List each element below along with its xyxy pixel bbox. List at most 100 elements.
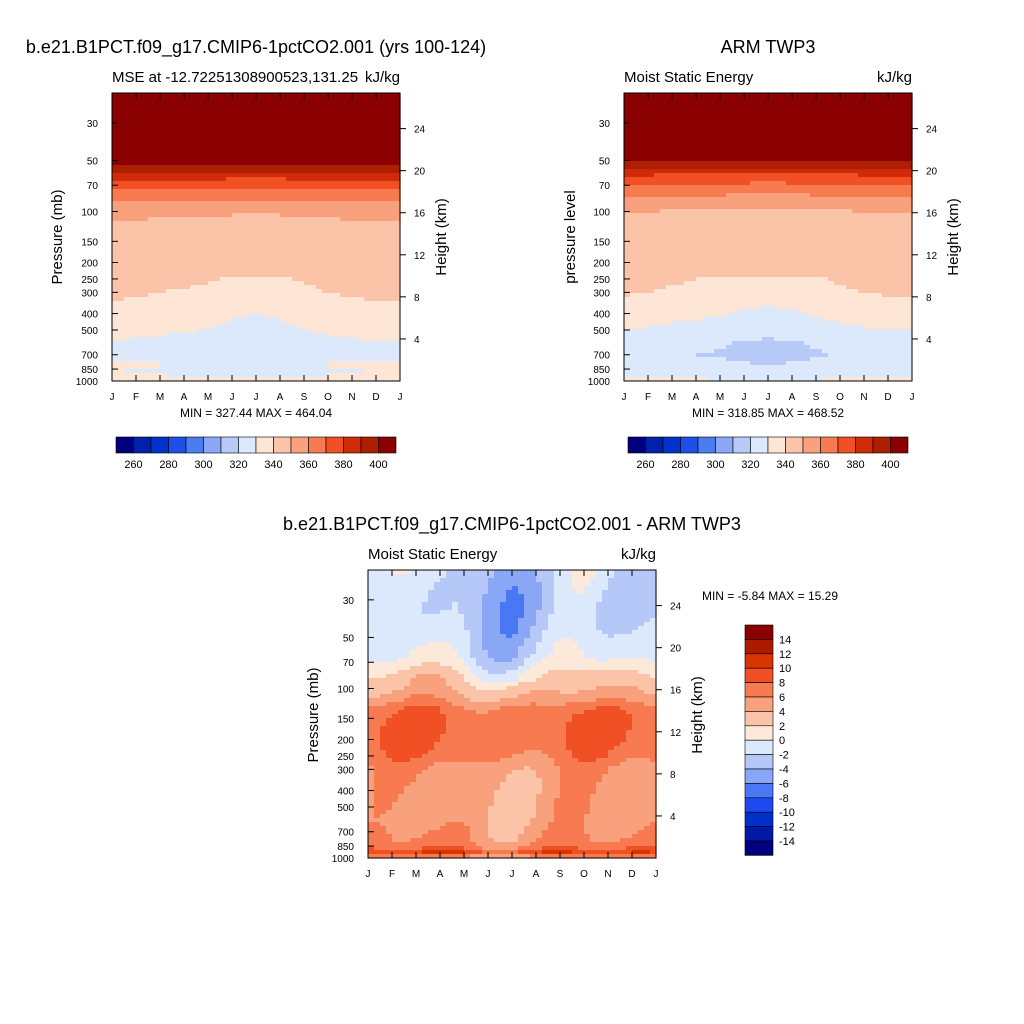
contour-cell [190,217,197,222]
contour-cell [744,109,751,114]
contour-cell [208,373,215,378]
contour-cell [184,133,191,138]
contour-cell [280,217,287,222]
contour-cell [738,165,745,170]
contour-cell [630,173,637,178]
colorbar-box [360,436,379,454]
contour-cell [214,305,221,310]
contour-cell [124,341,131,346]
contour-cell [762,157,769,162]
contour-cell [792,121,799,126]
contour-cell [322,277,329,282]
contour-cell [196,245,203,250]
contour-cell [178,281,185,286]
contour-cell [190,349,197,354]
contour-cell [310,233,317,238]
contour-cell [280,129,287,134]
contour-cell [394,113,401,118]
contour-cell [358,177,365,182]
contour-cell [376,209,383,214]
contour-cell [762,193,769,198]
contour-cell [172,141,179,146]
contour-cell [160,345,167,350]
contour-cell [340,209,347,214]
contour-cell [382,129,389,134]
contour-cell [178,345,185,350]
contour-cell [136,313,143,318]
contour-cell [286,261,293,266]
contour-cell [136,333,143,338]
contour-cell [630,141,637,146]
contour-cell [900,133,907,138]
contour-cell [798,169,805,174]
contour-cell [112,133,119,138]
contour-cell [382,213,389,218]
contour-cell [226,357,233,362]
contour-cell [376,121,383,126]
contour-cell [846,101,853,106]
contour-cell [328,285,335,290]
colorbar-label: 260 [124,459,142,471]
contour-cell [376,177,383,182]
contour-cell [268,97,275,102]
contour-cell [244,121,251,126]
contour-cell [310,349,317,354]
contour-cell [304,141,311,146]
contour-cell [726,173,733,178]
contour-cell [648,97,655,102]
contour-cell [852,181,859,186]
contour-cell [202,273,209,278]
contour-cell [286,221,293,226]
contour-cell [214,209,221,214]
contour-cell [292,153,299,158]
contour-cell [196,121,203,126]
contour-cell [286,317,293,322]
contour-cell [238,365,245,370]
contour-cell [232,173,239,178]
contour-cell [370,197,377,202]
contour-cell [310,105,317,110]
contour-cell [112,141,119,146]
contour-cell [274,337,281,342]
contour-cell [268,157,275,162]
contour-cell [316,317,323,322]
contour-cell [130,177,137,182]
contour-cell [798,145,805,150]
contour-cell [858,193,865,198]
contour-cell [268,173,275,178]
contour-cell [118,313,125,318]
contour-cell [280,173,287,178]
contour-cell [334,133,341,138]
contour-cell [268,137,275,142]
contour-cell [166,121,173,126]
contour-cell [154,345,161,350]
contour-cell [304,353,311,358]
contour-cell [672,189,679,194]
contour-cell [394,105,401,110]
contour-cell [322,109,329,114]
contour-cell [118,145,125,150]
contour-cell [262,209,269,214]
contour-cell [786,129,793,134]
contour-cell [798,129,805,134]
contour-cell [112,333,119,338]
contour-cell [900,105,907,110]
contour-cell [172,157,179,162]
contour-cell [684,121,691,126]
contour-cell [376,337,383,342]
contour-cell [340,137,347,142]
contour-cell [190,317,197,322]
contour-cell [196,229,203,234]
contour-cell [376,149,383,154]
contour-cell [214,361,221,366]
contour-cell [256,93,263,98]
contour-cell [720,189,727,194]
contour-cell [322,137,329,142]
contour-cell [280,229,287,234]
contour-cell [388,237,395,242]
contour-cell [780,137,787,142]
contour-cell [166,137,173,142]
contour-cell [876,141,883,146]
contour-cell [376,221,383,226]
contour-cell [112,241,119,246]
